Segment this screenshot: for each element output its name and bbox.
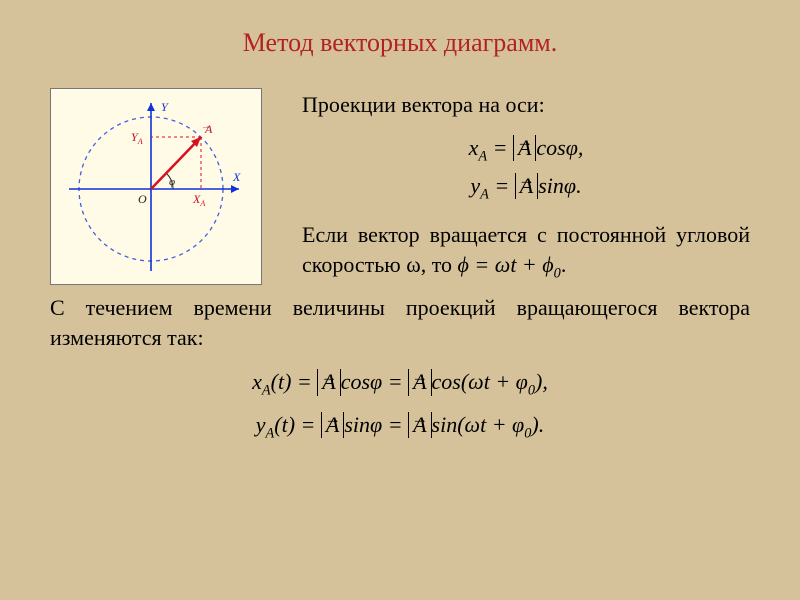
eq-ya-t: yA(t) = →Asinφ = →Asin(ωt + φ0). <box>256 412 544 437</box>
label-o: O <box>138 192 147 206</box>
eq-xa-t: xA(t) = →Acosφ = →Acos(ωt + φ0), <box>252 369 548 394</box>
vector-a-line <box>151 137 201 189</box>
eq-ya: yA = →Asinφ. <box>470 173 581 198</box>
vector-diagram: Y X O A → φ XA YA <box>50 88 262 285</box>
text-projections: Проекции вектора на оси: <box>302 90 750 120</box>
label-xa: XA <box>192 192 205 208</box>
label-y: Y <box>161 100 169 114</box>
label-ya: YA <box>131 130 143 146</box>
text-rotation: Если вектор вращается с постоянной углов… <box>302 220 750 283</box>
slide-title: Метод векторных диаграмм. <box>50 28 750 58</box>
x-axis-arrow <box>231 185 239 193</box>
eq-xa: xA = →Acosφ, <box>469 135 584 160</box>
y-axis-arrow <box>147 103 155 111</box>
eq-xa-ya: xA = →Acosφ, yA = →Asinφ. <box>302 130 750 207</box>
text-time-evolution: С течением времени величины проекций вра… <box>50 293 750 352</box>
label-a-arrow: → <box>201 121 211 132</box>
label-phi: φ <box>169 176 175 188</box>
label-x: X <box>232 170 241 184</box>
eq-time: xA(t) = →Acosφ = →Acos(ωt + φ0), yA(t) =… <box>50 362 750 446</box>
